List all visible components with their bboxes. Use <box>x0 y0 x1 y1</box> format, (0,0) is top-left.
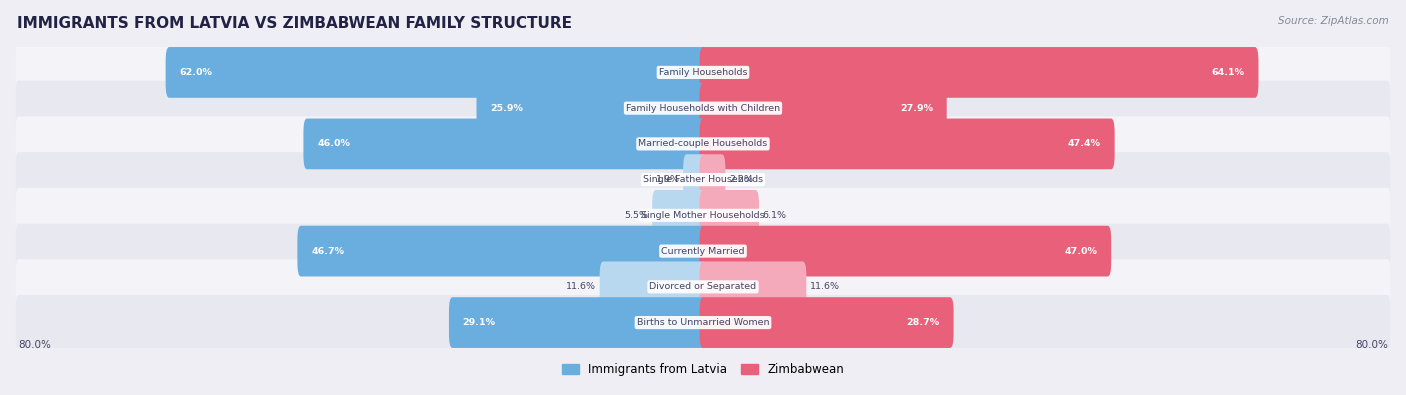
Text: 2.2%: 2.2% <box>728 175 752 184</box>
Text: Births to Unmarried Women: Births to Unmarried Women <box>637 318 769 327</box>
FancyBboxPatch shape <box>700 118 1115 169</box>
Text: 46.7%: 46.7% <box>311 246 344 256</box>
FancyBboxPatch shape <box>700 261 807 312</box>
Text: 11.6%: 11.6% <box>567 282 596 292</box>
FancyBboxPatch shape <box>599 261 706 312</box>
Text: Single Mother Households: Single Mother Households <box>641 211 765 220</box>
FancyBboxPatch shape <box>700 297 953 348</box>
Text: 80.0%: 80.0% <box>18 340 51 350</box>
Text: 80.0%: 80.0% <box>1355 340 1388 350</box>
FancyBboxPatch shape <box>700 226 1111 276</box>
Text: 46.0%: 46.0% <box>318 139 350 149</box>
FancyBboxPatch shape <box>652 190 706 241</box>
Text: Family Households: Family Households <box>659 68 747 77</box>
Text: 27.9%: 27.9% <box>900 103 934 113</box>
FancyBboxPatch shape <box>15 81 1391 135</box>
FancyBboxPatch shape <box>15 188 1391 243</box>
FancyBboxPatch shape <box>683 154 706 205</box>
Text: 62.0%: 62.0% <box>180 68 212 77</box>
Text: Source: ZipAtlas.com: Source: ZipAtlas.com <box>1278 16 1389 26</box>
Text: 1.9%: 1.9% <box>655 175 679 184</box>
Text: 47.4%: 47.4% <box>1069 139 1101 149</box>
Text: 6.1%: 6.1% <box>762 211 786 220</box>
FancyBboxPatch shape <box>15 295 1391 350</box>
FancyBboxPatch shape <box>15 117 1391 171</box>
Text: 29.1%: 29.1% <box>463 318 496 327</box>
FancyBboxPatch shape <box>700 190 759 241</box>
FancyBboxPatch shape <box>449 297 706 348</box>
FancyBboxPatch shape <box>700 154 725 205</box>
Text: 25.9%: 25.9% <box>491 103 523 113</box>
Text: IMMIGRANTS FROM LATVIA VS ZIMBABWEAN FAMILY STRUCTURE: IMMIGRANTS FROM LATVIA VS ZIMBABWEAN FAM… <box>17 16 572 31</box>
Text: Married-couple Households: Married-couple Households <box>638 139 768 149</box>
FancyBboxPatch shape <box>15 260 1391 314</box>
Legend: Immigrants from Latvia, Zimbabwean: Immigrants from Latvia, Zimbabwean <box>557 358 849 381</box>
Text: Family Households with Children: Family Households with Children <box>626 103 780 113</box>
Text: 64.1%: 64.1% <box>1212 68 1244 77</box>
Text: Single Father Households: Single Father Households <box>643 175 763 184</box>
Text: 5.5%: 5.5% <box>624 211 648 220</box>
FancyBboxPatch shape <box>15 45 1391 100</box>
Text: 28.7%: 28.7% <box>907 318 939 327</box>
FancyBboxPatch shape <box>700 47 1258 98</box>
Text: 11.6%: 11.6% <box>810 282 839 292</box>
Text: 47.0%: 47.0% <box>1064 246 1098 256</box>
FancyBboxPatch shape <box>304 118 706 169</box>
FancyBboxPatch shape <box>15 152 1391 207</box>
FancyBboxPatch shape <box>700 83 946 134</box>
FancyBboxPatch shape <box>298 226 706 276</box>
FancyBboxPatch shape <box>166 47 706 98</box>
Text: Currently Married: Currently Married <box>661 246 745 256</box>
Text: Divorced or Separated: Divorced or Separated <box>650 282 756 292</box>
FancyBboxPatch shape <box>15 224 1391 278</box>
FancyBboxPatch shape <box>477 83 706 134</box>
